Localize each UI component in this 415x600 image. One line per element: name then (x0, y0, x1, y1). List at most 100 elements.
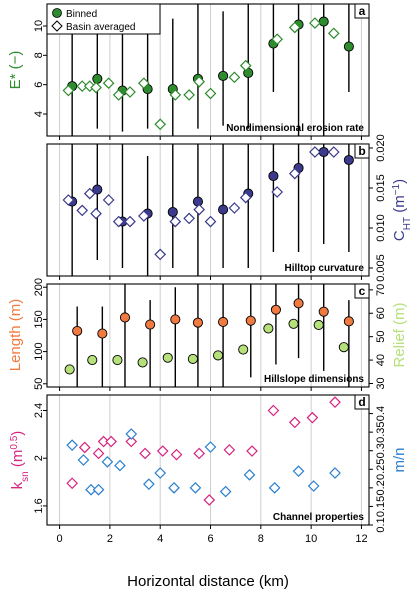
x-tick-label: 10 (305, 533, 317, 545)
data-point-diamond (154, 118, 167, 131)
data-point-circle (72, 325, 83, 337)
data-point-circle (318, 16, 329, 27)
data-point-diamond (62, 194, 75, 206)
panel-b-points (62, 146, 354, 261)
x-tick-label: 8 (258, 533, 264, 545)
panel-c-frame (46, 283, 370, 388)
y-tick-label: 0.005 (375, 254, 387, 282)
data-point-diamond (193, 75, 206, 88)
panel-d-y-axis-left: 1.6 2 2.4 (33, 403, 47, 514)
legend-basin-marker (51, 20, 63, 32)
data-point-circle (119, 312, 131, 323)
legend-binned-marker (52, 8, 62, 18)
data-point-diamond (309, 146, 321, 158)
data-point-diamond (90, 207, 102, 220)
x-tick-label: 6 (207, 533, 213, 545)
data-point-diamond (193, 447, 206, 460)
data-point-circle (187, 353, 198, 364)
data-point-circle (162, 352, 173, 363)
panel-d-x-axis: 0 2 4 6 8 10 12 (57, 525, 368, 545)
data-point-circle (97, 328, 108, 339)
y-tick-label: 200 (33, 278, 45, 296)
data-point-diamond (168, 482, 180, 494)
panel-c-x-ticks (59, 387, 362, 391)
data-point-diamond (203, 494, 216, 506)
panel-c-grid (59, 284, 362, 387)
y-tick-label: 2 (33, 455, 45, 461)
data-point-circle (218, 70, 229, 81)
data-point-circle (270, 304, 281, 315)
data-point-diamond (101, 456, 114, 468)
data-point-diamond (307, 480, 320, 492)
y-tick-label-right: 0.2 (375, 480, 387, 495)
data-point-diamond (183, 89, 195, 101)
data-point-diamond (138, 210, 150, 222)
data-point-diamond (85, 483, 97, 496)
data-point-circle (92, 184, 103, 195)
panel-b-error-bars (71, 144, 350, 276)
x-tick-label: 2 (107, 533, 113, 545)
data-point-diamond (114, 459, 126, 472)
y-tick-label: 150 (33, 310, 45, 328)
y-tick-label: 100 (33, 342, 45, 360)
x-tick-label: 4 (157, 533, 163, 545)
data-point-diamond (239, 191, 252, 204)
data-point-circle (218, 316, 229, 328)
panel-c-title: Hillslope dimensions (264, 374, 364, 385)
panel-b-hilltop-curvature: 0.005 0.010 0.015 0.020 b Hilltop curvature… (46, 134, 413, 282)
data-point-diamond (228, 71, 241, 84)
y-tick-label-right: 40 (375, 354, 387, 366)
panel-b-y-axis: 0.005 0.010 0.015 0.020 (369, 134, 387, 282)
data-point-circle (192, 196, 203, 207)
data-point-diamond (288, 21, 301, 34)
panel-c-error-bars (76, 284, 350, 387)
data-point-diamond (156, 445, 169, 457)
data-point-diamond (154, 248, 167, 261)
panel-d-label-box (354, 394, 370, 410)
data-point-circle (343, 316, 354, 327)
x-tick-label: 12 (355, 533, 367, 545)
data-point-diamond (112, 89, 125, 101)
data-point-diamond (306, 411, 319, 424)
data-point-diamond (189, 482, 202, 494)
panel-c-y-axis-left: 50 100 150 200 (33, 278, 47, 390)
data-point-circle (268, 170, 279, 182)
data-point-circle (263, 323, 274, 334)
panel-a-title: Nondimensional erosion rate (226, 123, 364, 134)
y-tick-label-right: 60 (375, 307, 387, 319)
y-tick-label-right: 0.4 (375, 406, 387, 421)
y-tick-label-right: 0.1 (375, 517, 387, 532)
data-point-diamond (90, 81, 102, 94)
data-point-diamond (92, 483, 105, 496)
panel-d-ylabel-left: ksn (m0.5) (9, 431, 31, 490)
data-point-diamond (193, 203, 206, 216)
y-tick-label: 4 (33, 111, 45, 117)
data-point-diamond (143, 478, 155, 490)
data-point-diamond (329, 396, 341, 409)
data-point-circle (288, 318, 299, 329)
data-point-diamond (154, 467, 167, 479)
data-point-diamond (169, 215, 182, 228)
data-point-diamond (77, 454, 90, 466)
data-point-diamond (288, 416, 301, 429)
data-point-diamond (329, 467, 341, 479)
panel-a-label-box (354, 3, 370, 19)
y-tick-label: 8 (33, 52, 45, 58)
data-point-diamond (124, 215, 136, 228)
panel-c-ylabel-left: Length (m) (7, 299, 24, 372)
data-point-diamond (138, 77, 150, 90)
y-tick-label-right: 30 (375, 377, 387, 389)
data-point-diamond (327, 146, 340, 158)
data-point-diamond (223, 444, 236, 456)
data-point-diamond (246, 445, 258, 457)
panel-b-x-ticks (59, 276, 362, 280)
y-tick-label-right: 0.3 (375, 443, 387, 458)
y-tick-label-right: 70 (375, 284, 387, 296)
panel-b-title: Hilltop curvature (285, 263, 365, 274)
data-point-diamond (66, 439, 79, 451)
data-point-diamond (66, 477, 79, 490)
y-tick-label: 1.6 (33, 498, 45, 513)
data-point-diamond (170, 448, 183, 461)
data-point-circle (137, 357, 148, 368)
